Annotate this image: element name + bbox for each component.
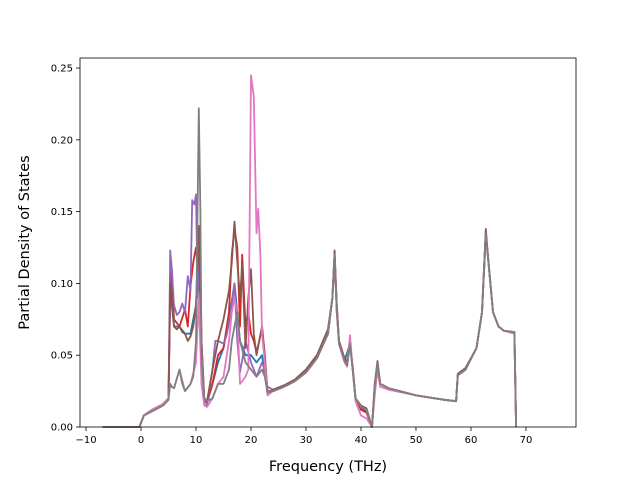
y-tick-label: 0.20 bbox=[51, 135, 73, 146]
y-axis-label: Partial Density of States bbox=[17, 155, 33, 329]
y-tick-label: 0.25 bbox=[51, 64, 73, 75]
series-line-4 bbox=[102, 107, 517, 428]
y-tick-label: 0.10 bbox=[51, 279, 73, 290]
x-tick-label: 30 bbox=[300, 435, 313, 446]
y-tick-label: 0.05 bbox=[51, 351, 73, 362]
y-tick-label: 0.00 bbox=[51, 423, 73, 434]
x-tick-label: 10 bbox=[190, 435, 203, 446]
x-axis: −10 0 10 20 30 40 50 60 70 bbox=[75, 427, 532, 446]
x-tick-label: 50 bbox=[410, 435, 423, 446]
y-axis: 0.00 0.05 0.10 0.15 0.20 0.25 bbox=[51, 64, 80, 434]
plot-frame bbox=[79, 57, 577, 428]
x-tick-label: 60 bbox=[465, 435, 478, 446]
x-tick-label: 70 bbox=[520, 435, 533, 446]
x-tick-label: 40 bbox=[355, 435, 368, 446]
y-tick-label: 0.15 bbox=[51, 207, 73, 218]
series-lines bbox=[102, 74, 517, 428]
x-axis-label: Frequency (THz) bbox=[269, 459, 387, 475]
x-tick-label: 0 bbox=[138, 435, 144, 446]
x-tick-label: −10 bbox=[75, 435, 96, 446]
x-tick-label: 20 bbox=[245, 435, 258, 446]
